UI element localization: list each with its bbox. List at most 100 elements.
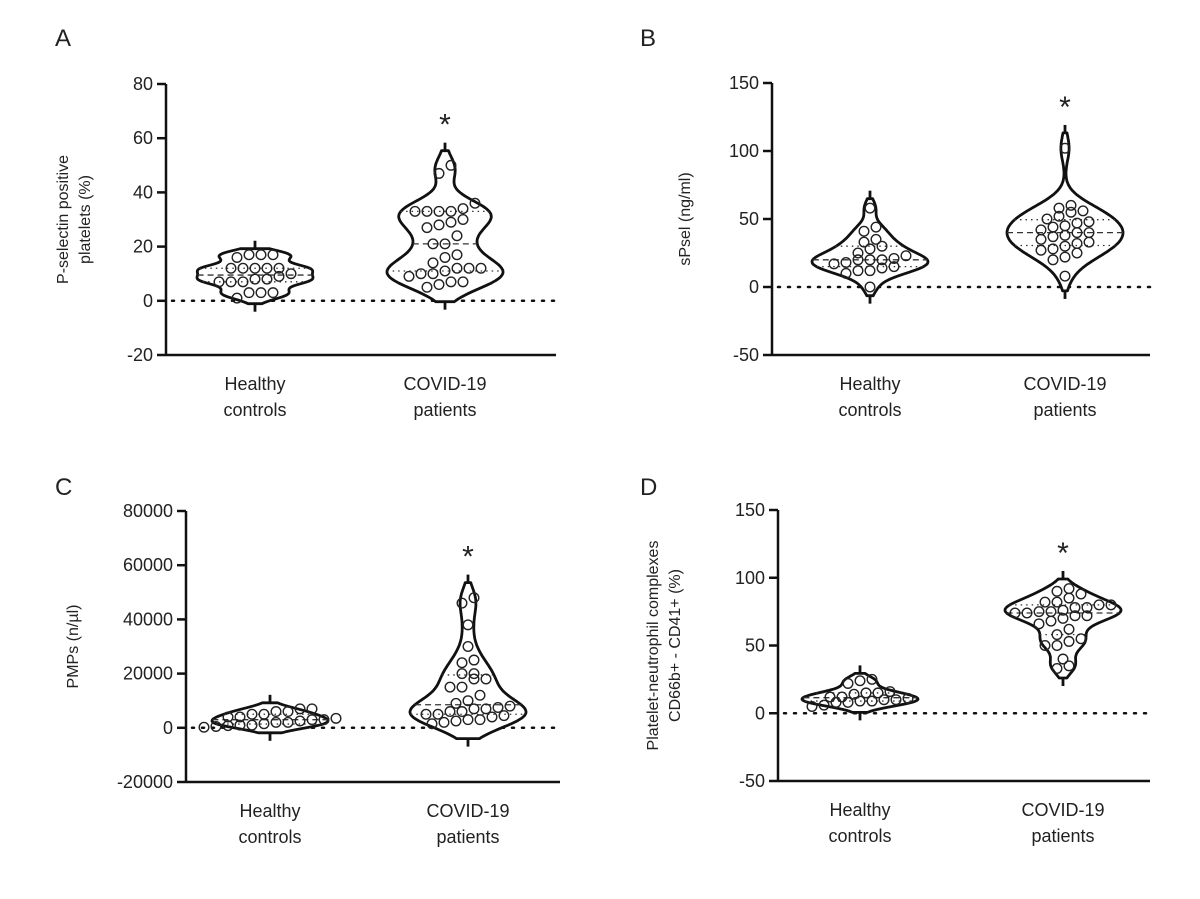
category-label-line: COVID-19 (1023, 374, 1106, 394)
data-point (457, 276, 469, 288)
data-point (198, 721, 210, 733)
data-point (1063, 635, 1075, 647)
category-label-line: controls (828, 826, 891, 846)
data-point (878, 694, 890, 706)
data-point (842, 696, 854, 708)
data-point (1059, 240, 1071, 252)
y-tick-label: 100 (735, 568, 765, 588)
y-tick-label: -20000 (117, 772, 173, 792)
data-point (474, 714, 486, 726)
data-point (213, 276, 225, 288)
data-point (457, 213, 469, 225)
data-point (282, 716, 294, 728)
data-point (1035, 244, 1047, 256)
data-point (421, 205, 433, 217)
category-label-line: patients (1031, 826, 1094, 846)
y-tick-label: 0 (755, 703, 765, 723)
data-point (876, 254, 888, 266)
violin (408, 581, 528, 740)
panel-B: B -50 0 50 100 150 sPsel (ng/ml) Healthy control… (640, 25, 1152, 420)
data-point (294, 703, 306, 715)
data-point (294, 715, 306, 727)
data-point (330, 712, 342, 724)
data-point (433, 279, 445, 291)
data-point (246, 719, 258, 731)
data-point (433, 205, 445, 217)
data-point (444, 681, 456, 693)
data-point (439, 238, 451, 250)
category-label-line: COVID-19 (403, 374, 486, 394)
data-point (852, 265, 864, 277)
data-point (864, 243, 876, 255)
category-label-line: COVID-19 (426, 801, 509, 821)
data-point (1039, 640, 1051, 652)
data-point (866, 695, 878, 707)
y-tick-label: -20 (127, 345, 153, 365)
data-point (498, 710, 510, 722)
data-point (451, 249, 463, 261)
data-point (1081, 602, 1093, 614)
data-point (469, 197, 481, 209)
panel-C: C -20000 0 20000 40000 60000 80000 PMPs (n/µl) H… (55, 474, 562, 847)
data-point (884, 686, 896, 698)
y-tick-label: 150 (729, 73, 759, 93)
y-axis-label: sPsel (ng/ml) (677, 172, 694, 265)
data-point (1059, 251, 1071, 263)
data-point (444, 706, 456, 718)
y-tick-label: 0 (749, 277, 759, 297)
panel-label: B (640, 25, 656, 52)
data-point (900, 250, 912, 262)
data-point (1071, 237, 1083, 249)
data-point (438, 716, 450, 728)
data-point (480, 703, 492, 715)
data-point (1053, 210, 1065, 222)
data-point (432, 708, 444, 720)
data-point (456, 597, 468, 609)
data-point (409, 205, 421, 217)
panel-label: D (640, 474, 657, 501)
data-point (1045, 606, 1057, 618)
data-point (267, 249, 279, 261)
y-tick-label: 50 (739, 209, 759, 229)
data-point (1057, 604, 1069, 616)
data-point (876, 240, 888, 252)
data-point (450, 697, 462, 709)
data-point (474, 689, 486, 701)
data-point (450, 715, 462, 727)
data-point (225, 262, 237, 274)
data-point (426, 718, 438, 730)
violin (385, 149, 505, 304)
data-point (445, 159, 457, 171)
data-point (433, 219, 445, 231)
data-point (1047, 221, 1059, 233)
data-point (427, 268, 439, 280)
data-point (852, 247, 864, 259)
data-point (421, 222, 433, 234)
data-point (222, 720, 234, 732)
y-tick-label: 80000 (123, 501, 173, 521)
data-point (468, 668, 480, 680)
data-point (456, 657, 468, 669)
y-tick-label: -50 (739, 771, 765, 791)
data-point (902, 692, 914, 704)
data-point (421, 281, 433, 293)
violin (210, 701, 330, 735)
y-axis-label: Platelet-neutrophil complexes CD66b+ - CD… (645, 541, 684, 751)
data-point (1069, 610, 1081, 622)
data-point (222, 711, 234, 723)
data-point (445, 216, 457, 228)
data-point (456, 668, 468, 680)
data-point (492, 701, 504, 713)
category-label-line: patients (1033, 400, 1096, 420)
data-point (890, 694, 902, 706)
data-point (468, 592, 480, 604)
y-axis-label-line: CD66b+ - CD41+ (%) (667, 569, 684, 722)
data-point (445, 205, 457, 217)
data-point (258, 708, 270, 720)
data-point (1051, 629, 1063, 641)
category-label-line: controls (223, 400, 286, 420)
category-label: COVID-19 patients (403, 374, 486, 420)
data-point (237, 262, 249, 274)
data-point (468, 673, 480, 685)
data-point (1069, 602, 1081, 614)
